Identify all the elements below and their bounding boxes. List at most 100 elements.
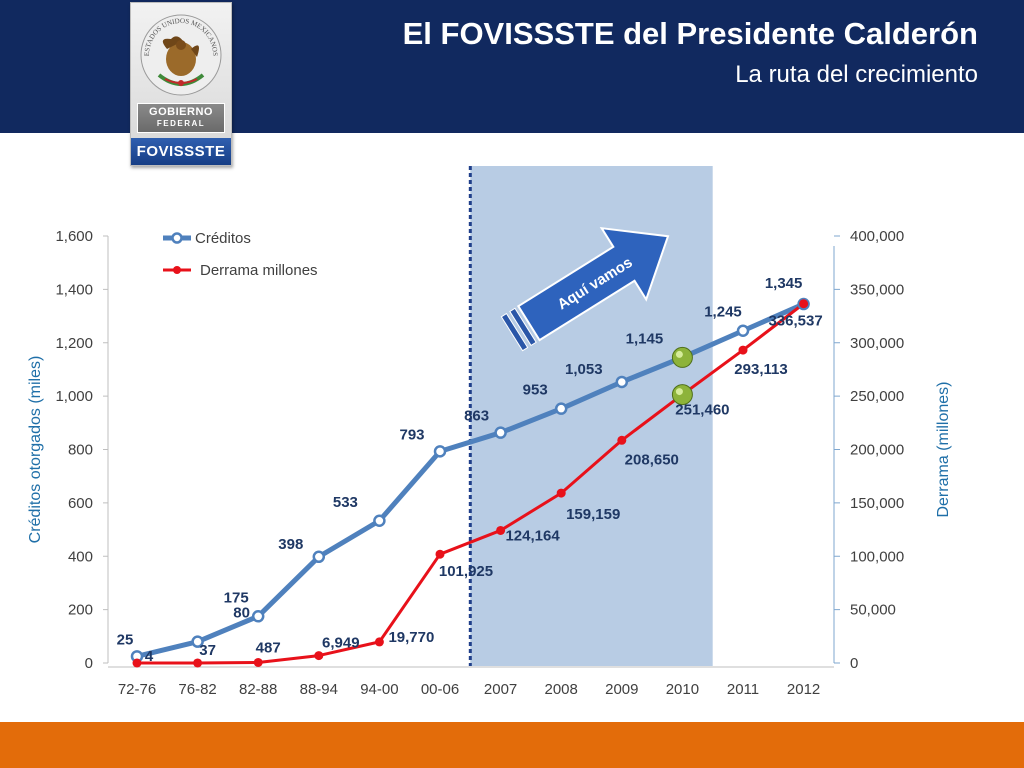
- derrama-point: [132, 658, 142, 668]
- derrama-point: [193, 658, 203, 668]
- creditos-point: [433, 445, 447, 458]
- right-tick-label: 50,000: [850, 602, 896, 619]
- creditos-data-label: 1,053: [565, 361, 603, 378]
- creditos-point: [312, 550, 326, 564]
- left-tick-label: 1,200: [55, 335, 93, 352]
- creditos-data-label: 398: [278, 536, 303, 553]
- right-tick-label: 200,000: [850, 442, 904, 459]
- derrama-data-label: 4: [145, 648, 154, 665]
- derrama-point: [496, 525, 506, 535]
- chart-legend: Créditos Derrama millones: [163, 230, 318, 279]
- footer-bar: [0, 722, 1024, 768]
- x-tick-label: 2008: [545, 681, 578, 698]
- derrama-point: [799, 299, 809, 309]
- creditos-point: [615, 375, 629, 389]
- page-title: El FOVISSSTE del Presidente Calderón: [402, 16, 978, 51]
- legend-derrama-marker: [173, 266, 181, 274]
- derrama-point: [617, 435, 627, 445]
- arrow-stripe: [500, 312, 529, 352]
- creditos-data-label: 1,145: [626, 330, 664, 347]
- right-tick-label: 250,000: [850, 388, 904, 405]
- x-tick-label: 72-76: [118, 681, 156, 698]
- derrama-point: [435, 549, 445, 559]
- right-tick-label: 350,000: [850, 281, 904, 298]
- x-tick-label: 00-06: [421, 681, 459, 698]
- creditos-point: [191, 635, 204, 648]
- x-tick-label: 82-88: [239, 681, 277, 698]
- derrama-data-label: 159,159: [566, 506, 620, 523]
- derrama-data-label: 124,164: [505, 527, 560, 544]
- left-tick-label: 1,600: [55, 228, 93, 245]
- creditos-data-label: 25: [117, 631, 134, 648]
- x-tick-label: 94-00: [360, 681, 398, 698]
- x-tick-label: 76-82: [178, 681, 216, 698]
- x-tick-label: 2007: [484, 681, 517, 698]
- legend-creditos-marker: [171, 232, 183, 244]
- derrama-line: [136, 302, 805, 665]
- left-tick-label: 0: [85, 655, 93, 672]
- y2-axis-title: Derrama (millones): [935, 381, 952, 517]
- arrow-stripe: [509, 307, 537, 347]
- derrama-data-label: 487: [256, 639, 281, 656]
- right-tick-label: 0: [850, 655, 858, 672]
- x-tick-label: 2012: [787, 681, 820, 698]
- creditos-data-label: 80: [233, 605, 250, 622]
- derrama-data-label: 293,113: [734, 361, 787, 378]
- chart-axes: 0 200 400 600 800 1,000 1,200 1,400 1,600 0 50,000…: [27, 228, 952, 698]
- derrama-data-label: 101,925: [439, 563, 493, 580]
- government-logo: ESTADOS UNIDOS MEXICANOS GOBIERNO FEDERA…: [130, 2, 232, 166]
- derrama-point: [556, 488, 566, 498]
- right-tick-label: 150,000: [850, 495, 904, 512]
- derrama-data-label: 19,770: [388, 629, 434, 646]
- highlight-band: [470, 166, 713, 666]
- creditos-point: [251, 610, 265, 623]
- right-tick-label: 400,000: [850, 228, 904, 245]
- gobierno-federal-label: GOBIERNO FEDERAL: [137, 103, 225, 133]
- creditos-data-label: 1,345: [765, 275, 803, 292]
- creditos-data-label: 863: [464, 408, 489, 425]
- derrama-data-label: 37: [199, 642, 216, 659]
- creditos-point: [736, 324, 750, 337]
- derrama-point: [253, 657, 263, 667]
- arrow-body: [516, 226, 670, 342]
- creditos-point: [554, 402, 568, 415]
- x-tick-label: 88-94: [300, 681, 338, 698]
- legend-creditos-label: Créditos: [195, 230, 251, 247]
- current-marker: [671, 346, 693, 368]
- left-tick-label: 1,000: [55, 388, 93, 405]
- derrama-data-label: 208,650: [625, 451, 679, 468]
- derrama-point: [374, 637, 384, 647]
- creditos-data-label: 175: [224, 589, 249, 606]
- y-axis-title: Créditos otorgados (miles): [27, 356, 44, 544]
- right-tick-label: 100,000: [850, 548, 904, 565]
- left-tick-label: 600: [68, 495, 93, 512]
- derrama-point: [314, 651, 324, 661]
- x-tick-label: 2010: [666, 681, 699, 698]
- x-tick-label: 2011: [727, 681, 759, 698]
- creditos-data-label: 793: [399, 426, 424, 443]
- creditos-data-label: 533: [333, 494, 358, 511]
- left-tick-label: 800: [68, 442, 93, 459]
- derrama-point: [738, 345, 748, 355]
- left-tick-label: 400: [68, 548, 93, 565]
- derrama-data-label: 6,949: [322, 635, 360, 652]
- derrama-data-label: 251,460: [675, 402, 729, 419]
- left-tick-label: 1,400: [55, 281, 93, 298]
- current-marker-highlight: [675, 388, 683, 396]
- creditos-data-label: 953: [523, 382, 548, 399]
- legend-derrama-label: Derrama millones: [200, 262, 318, 279]
- right-tick-label: 300,000: [850, 335, 904, 352]
- derrama-data-label: 336,537: [768, 313, 822, 330]
- creditos-point: [373, 514, 386, 528]
- mexican-seal-icon: ESTADOS UNIDOS MEXICANOS: [140, 14, 222, 96]
- creditos-data-label: 1,245: [704, 304, 742, 321]
- current-marker-highlight: [675, 350, 683, 358]
- creditos-point: [494, 426, 507, 439]
- chart-series: [130, 297, 810, 668]
- fovissste-label: FOVISSSTE: [131, 138, 231, 165]
- left-tick-label: 200: [68, 602, 93, 619]
- chart: 0 200 400 600 800 1,000 1,200 1,400 1,600 0 50,000…: [27, 166, 952, 698]
- x-tick-label: 2009: [605, 681, 638, 698]
- creditos-line: [136, 301, 805, 659]
